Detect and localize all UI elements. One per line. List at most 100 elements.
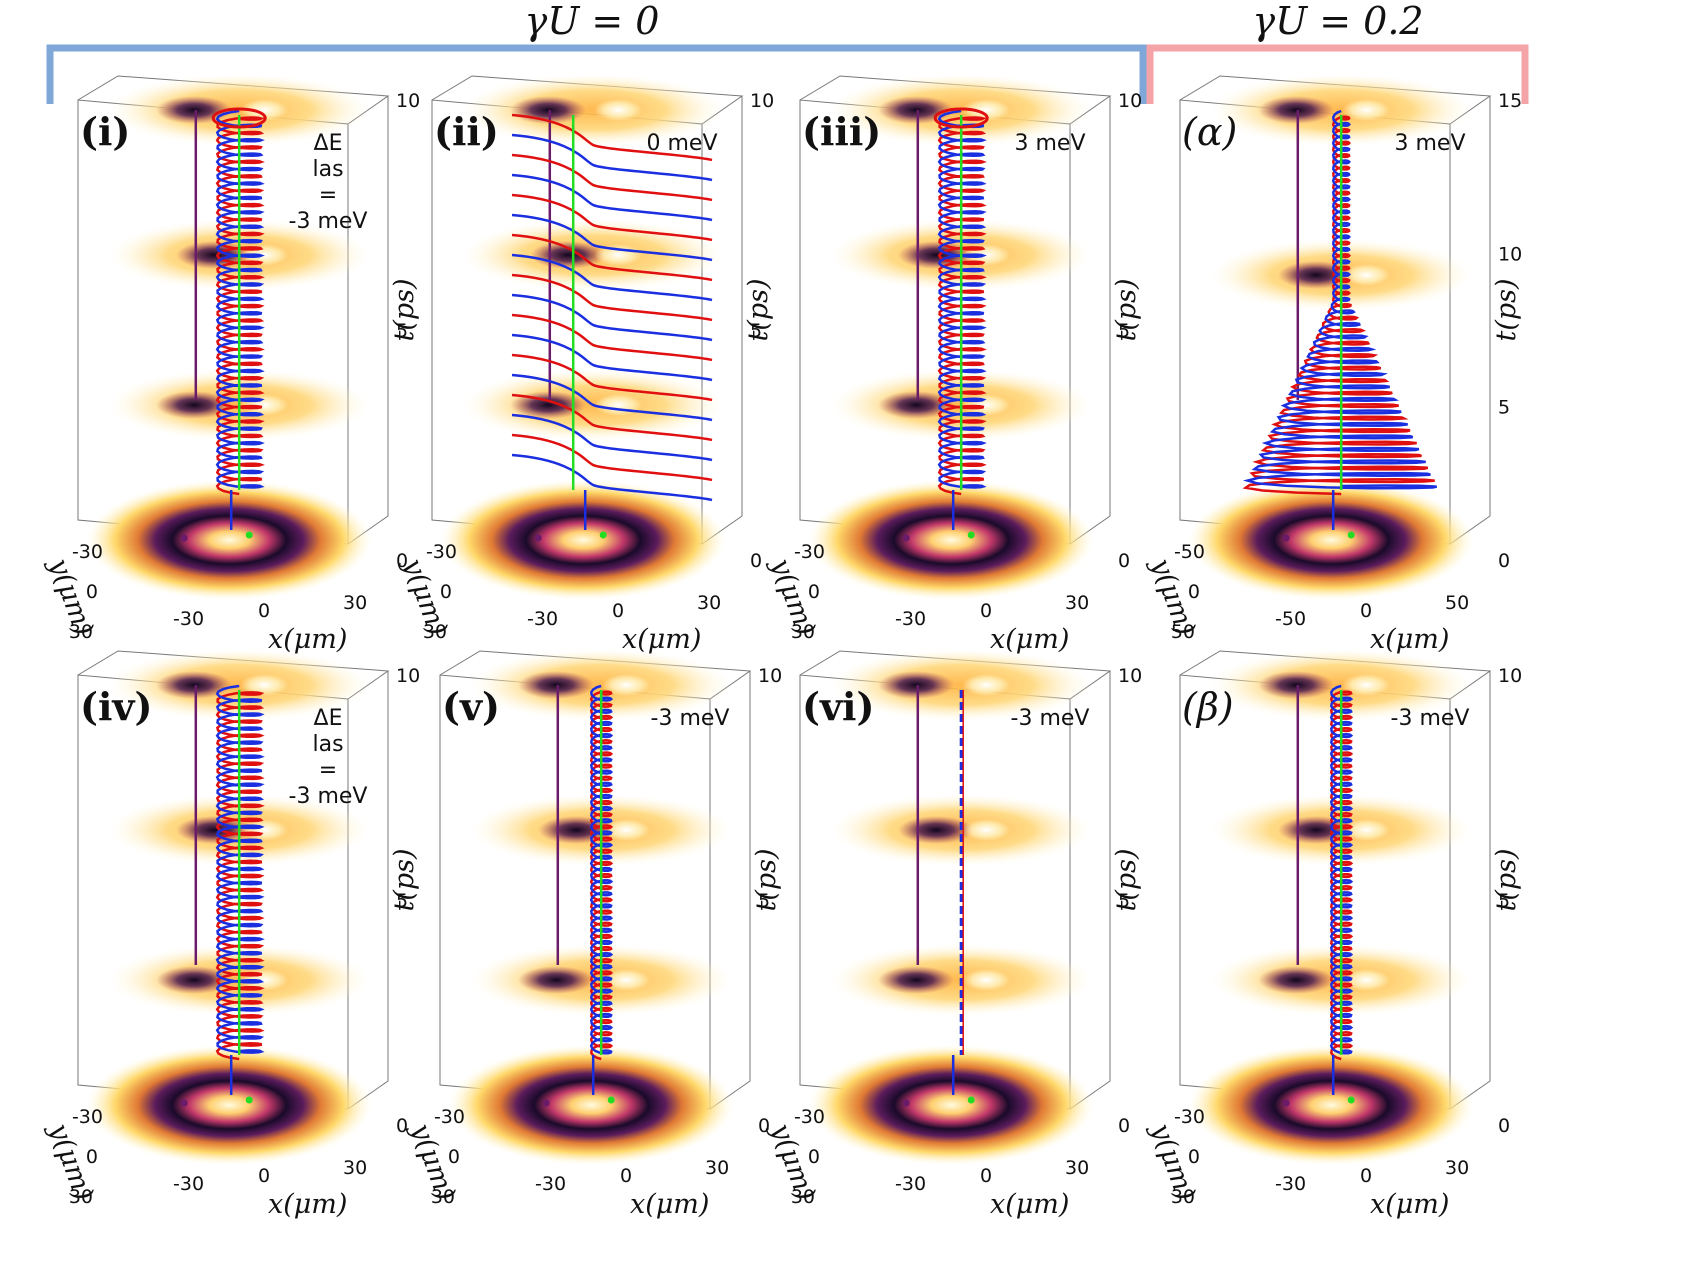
- energy-annotation: -3 meV: [1011, 706, 1090, 731]
- panel-label: (iv): [80, 684, 152, 729]
- energy-annotation: =: [319, 183, 337, 208]
- pole-dot: [902, 1099, 910, 1107]
- pole-dot: [1282, 1099, 1290, 1107]
- t-tick-label: 5: [396, 890, 408, 912]
- x-tick-label: 0: [258, 1165, 270, 1187]
- x-tick-label: 0: [980, 600, 992, 622]
- y-tick-label: 0: [86, 1146, 98, 1168]
- box-front: [77, 674, 349, 1110]
- density-dark-spot: [878, 391, 955, 419]
- x-axis-label: x(μm): [1370, 1189, 1449, 1220]
- y-tick-label: 0: [808, 581, 820, 603]
- energy-annotation: las: [312, 157, 343, 182]
- t-axis-label: t(ps): [1491, 848, 1522, 911]
- t-tick-label: 0: [750, 550, 762, 572]
- density-bright-spot: [962, 819, 1011, 841]
- bracket-left: [46, 44, 1147, 104]
- panel-label: (v): [442, 684, 500, 729]
- wave-line: [511, 293, 713, 342]
- energy-annotation: -3 meV: [289, 209, 368, 234]
- y-tick-label: 50: [1171, 621, 1195, 643]
- x-tick-label: -30: [895, 1173, 926, 1195]
- box-front: [439, 674, 711, 1110]
- x-axis-label: x(μm): [990, 1189, 1069, 1220]
- y-tick-label: -30: [794, 1106, 825, 1128]
- x-tick-label: 30: [1065, 592, 1089, 614]
- density-bright-spot: [1342, 674, 1391, 696]
- x-axis-label: x(μm): [630, 1189, 709, 1220]
- density-slice: [471, 649, 732, 721]
- x-tick-label: 50: [1445, 592, 1469, 614]
- header-group: γU = 0 γU = 0.2: [46, 0, 1529, 104]
- y-tick-label: 30: [69, 621, 93, 643]
- ring-density: [808, 480, 1094, 600]
- t-axis-label: t(ps): [1111, 848, 1142, 911]
- core-dot: [245, 1096, 253, 1104]
- x-tick-label: 30: [705, 1157, 729, 1179]
- x-tick-label: -30: [527, 608, 558, 630]
- wave-line: [511, 113, 713, 162]
- header-left: γU = 0: [525, 0, 660, 43]
- x-tick-label: 0: [258, 600, 270, 622]
- energy-annotation: 0 meV: [646, 131, 717, 156]
- t-tick-label: 0: [1118, 1115, 1130, 1137]
- ring-density: [448, 1045, 734, 1165]
- density-dark-spot: [156, 391, 233, 419]
- core-dot: [607, 1096, 615, 1104]
- y-tick-label: -30: [426, 541, 457, 563]
- density-bright-spot: [602, 819, 651, 841]
- energy-annotation: ΔE: [314, 131, 343, 156]
- t-axis-label: t(ps): [751, 848, 782, 911]
- core-dot: [967, 1096, 975, 1104]
- y-tick-label: 0: [1188, 581, 1200, 603]
- t-tick-label: 5: [1498, 890, 1510, 912]
- y-tick-label: 0: [440, 581, 452, 603]
- energy-annotation: =: [319, 758, 337, 783]
- y-tick-label: -30: [72, 1106, 103, 1128]
- t-tick-label: 10: [1498, 243, 1522, 265]
- x-tick-label: 0: [620, 1165, 632, 1187]
- x-tick-label: 30: [1065, 1157, 1089, 1179]
- t-axis-label: t(ps): [1111, 278, 1142, 341]
- t-tick-label: 5: [750, 320, 762, 342]
- density-bright-spot: [602, 674, 651, 696]
- wave-line: [511, 233, 713, 282]
- core-dot: [245, 531, 253, 539]
- t-tick-label: 0: [396, 550, 408, 572]
- t-tick-label: 0: [1118, 550, 1130, 572]
- y-tick-label: 0: [86, 581, 98, 603]
- y-tick-label: 30: [69, 1186, 93, 1208]
- density-dark-spot: [518, 671, 595, 699]
- density-bright-spot: [1342, 969, 1391, 991]
- ring-density: [1188, 480, 1474, 600]
- t-tick-label: 5: [1118, 320, 1130, 342]
- panel-label: (α): [1182, 110, 1237, 154]
- t-tick-label: 10: [750, 90, 774, 112]
- y-tick-label: 30: [791, 621, 815, 643]
- x-tick-label: 30: [1445, 1157, 1469, 1179]
- density-slice: [831, 649, 1092, 721]
- energy-annotation: -3 meV: [1391, 706, 1470, 731]
- y-tick-label: -30: [434, 1106, 465, 1128]
- t-axis-label: t(ps): [743, 278, 774, 341]
- ring-density: [86, 1045, 372, 1165]
- wave-line: [511, 133, 713, 182]
- wave-line: [511, 453, 713, 502]
- wave-line: [511, 413, 713, 462]
- pole-dot: [180, 1099, 188, 1107]
- ring-density: [86, 480, 372, 600]
- density-dark-spot: [1258, 966, 1335, 994]
- ring-density: [1188, 1045, 1474, 1165]
- density-bright-spot: [240, 99, 289, 121]
- panel-label: (iii): [802, 109, 881, 154]
- y-tick-label: -30: [794, 541, 825, 563]
- energy-annotation: -3 meV: [289, 784, 368, 809]
